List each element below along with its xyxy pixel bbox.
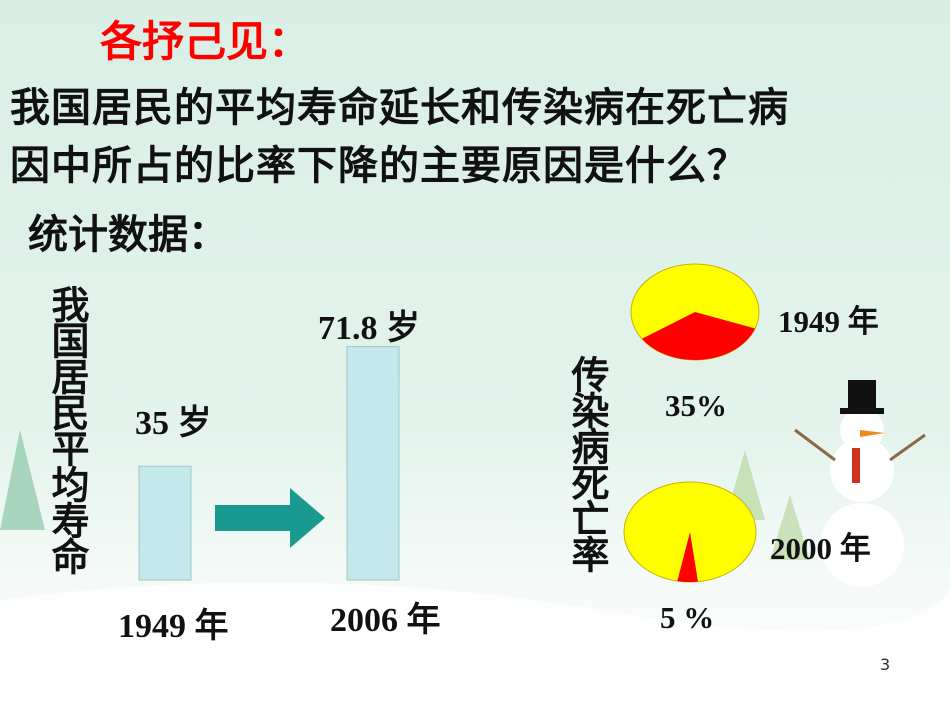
value-label: 35% [665, 388, 727, 423]
category-label: 2006 年 [330, 602, 441, 639]
question-line: 因中所占的比率下降的主要原因是什么？ [10, 143, 748, 189]
category-label: 1949 年 [778, 304, 879, 339]
pie-chart-label: 传染病死亡率 [565, 355, 609, 571]
value-label: 35 岁 [135, 405, 212, 442]
section-label: 统计数据： [28, 212, 228, 258]
question-line: 我国居民的平均寿命延长和传染病在死亡病 [10, 85, 789, 131]
value-label: 5 % [660, 600, 715, 635]
page-number: 3 [880, 655, 891, 674]
bar [346, 346, 400, 581]
bar [138, 465, 192, 581]
category-label: 1949 年 [118, 608, 229, 645]
pie-slice [641, 312, 756, 360]
pie-slice [677, 532, 698, 582]
title: 各抒己见： [100, 17, 311, 66]
bar-chart-label: 我国居民平均寿命 [45, 285, 89, 573]
category-label: 2000 年 [770, 531, 871, 566]
value-label: 71.8 岁 [318, 310, 420, 347]
